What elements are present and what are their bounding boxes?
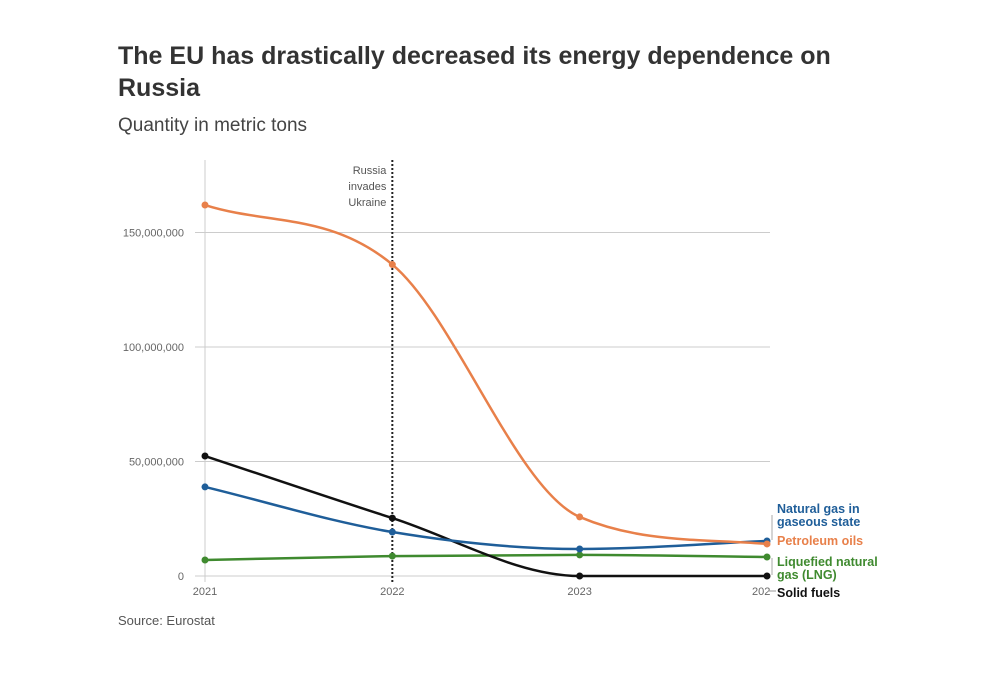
series-line: [204, 485, 768, 551]
series-points: [201, 201, 771, 580]
data-point: [763, 553, 771, 561]
series-label: gas (LNG): [777, 568, 837, 582]
annotation-text: Russia: [353, 165, 388, 177]
chart-title: The EU has drastically decreased its ene…: [118, 42, 831, 102]
annotation: Russia invades Ukraine: [348, 160, 394, 584]
x-tick-label: 2021: [193, 586, 217, 598]
data-point: [388, 514, 396, 522]
data-point: [388, 528, 396, 536]
x-tick-label: 202: [752, 586, 770, 598]
data-point: [388, 552, 396, 560]
data-point: [763, 540, 771, 548]
series-line: [204, 203, 768, 546]
data-point: [763, 572, 771, 580]
chart-subtitle: Quantity in metric tons: [118, 115, 308, 136]
y-tick-label: 0: [178, 571, 184, 583]
annotation-text: Ukraine: [348, 197, 386, 209]
x-tick-label: 2022: [380, 586, 404, 598]
source-note: Source: Eurostat: [118, 613, 215, 628]
data-point: [201, 483, 209, 491]
y-axis-tick-labels: 0 50,000,000 100,000,000 150,000,000: [123, 228, 184, 584]
series-line: [204, 454, 767, 578]
data-point: [576, 551, 584, 559]
y-tick-label: 100,000,000: [123, 342, 184, 354]
gridlines: [195, 160, 770, 582]
series-label: gaseous state: [777, 515, 860, 529]
data-point: [201, 201, 209, 209]
x-axis-tick-labels: 2021 2022 2023 202: [193, 586, 776, 598]
y-tick-label: 50,000,000: [129, 457, 184, 469]
series-label: Natural gas in: [777, 502, 860, 516]
series-label: Solid fuels: [777, 586, 840, 600]
annotation-text: invades: [348, 181, 386, 193]
data-point: [388, 261, 396, 269]
x-tick-label: 2023: [567, 586, 591, 598]
y-tick-label: 150,000,000: [123, 228, 184, 240]
data-point: [201, 556, 209, 564]
series-lines: [204, 203, 768, 578]
series-label: Petroleum oils: [777, 534, 863, 548]
data-point: [576, 545, 584, 553]
series-label: Liquefied natural: [777, 555, 878, 569]
data-point: [576, 572, 584, 580]
data-point: [201, 452, 209, 460]
data-point: [576, 513, 584, 521]
